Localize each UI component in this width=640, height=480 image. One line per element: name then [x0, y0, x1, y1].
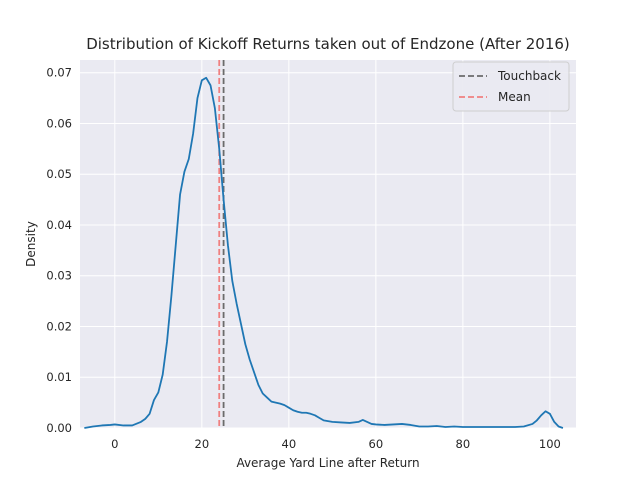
y-axis-label: Density [24, 221, 38, 267]
reference-lines [218, 60, 225, 428]
x-axis-label: Average Yard Line after Return [236, 456, 419, 470]
y-tick-label: 0.02 [46, 319, 72, 333]
y-tick-label: 0.07 [46, 66, 72, 80]
x-tick-label: 100 [539, 437, 561, 451]
density-series-line [84, 76, 564, 429]
plot-background [80, 60, 576, 428]
y-tick-label: 0.00 [46, 421, 72, 435]
legend-label-touchback: Touchback [497, 69, 561, 83]
y-tick-label: 0.03 [46, 269, 72, 283]
y-tick-labels: 0.00 0.01 0.02 0.03 0.04 0.05 0.06 0.07 [46, 66, 72, 435]
y-tick-label: 0.06 [46, 116, 72, 130]
x-tick-labels: 0 20 40 60 80 100 [111, 437, 561, 451]
legend-box [452, 61, 570, 112]
y-tick-label: 0.05 [46, 167, 72, 181]
y-tick-label: 0.04 [46, 218, 72, 232]
legend: Touchback Mean [452, 61, 570, 112]
x-tick-label: 20 [195, 437, 210, 451]
x-tick-label: 60 [369, 437, 384, 451]
x-tick-label: 40 [282, 437, 297, 451]
chart-title: Distribution of Kickoff Returns taken ou… [86, 35, 570, 53]
y-tick-label: 0.01 [46, 370, 72, 384]
legend-label-mean: Mean [498, 90, 531, 104]
x-tick-label: 80 [456, 437, 471, 451]
x-tick-label: 0 [111, 437, 118, 451]
